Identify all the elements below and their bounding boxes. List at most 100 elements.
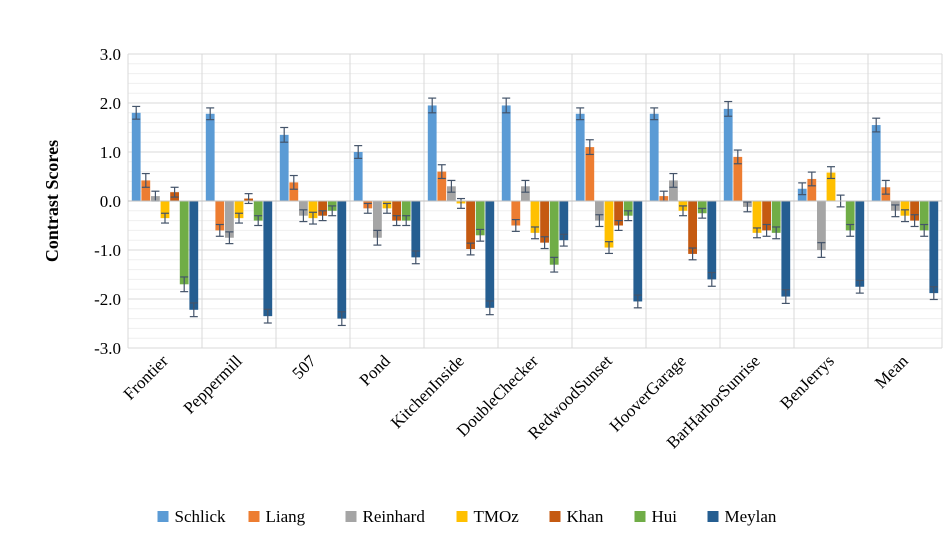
error-bar [328,205,337,217]
error-bar [263,308,272,324]
error-bar [206,107,215,121]
bar-tmoz-barharborsunrise [752,201,762,233]
error-bar [772,226,781,240]
error-bar [289,174,298,190]
error-bar [428,97,437,114]
error-bar [798,182,807,196]
error-bar [383,202,391,214]
error-bar [309,211,317,225]
y-tick-label: 1.0 [100,143,121,162]
bar-meylan-benjerrys [855,201,865,287]
bar-meylan-kitcheninside [485,201,495,308]
error-bar [901,209,909,223]
error-bar [363,202,372,214]
bar-meylan-peppermill [263,201,273,317]
bar-liang-frontier [141,180,151,201]
legend-label: Schlick [175,507,226,526]
bar-schlick-mean [871,125,881,201]
legend-label: Hui [652,507,678,526]
bar-khan-pond [392,201,401,221]
bar-meylan-frontier [189,201,199,310]
bar-khan-kitcheninside [466,201,475,250]
bar-tmoz-redwoodsunset [604,201,614,248]
error-bar [235,212,243,224]
bar-tmoz-benjerrys [826,172,836,201]
bar-reinhard-doublechecker [521,186,530,201]
legend-swatch [157,511,169,522]
error-bar [392,215,401,227]
error-bar [733,149,742,165]
error-bar [762,223,771,237]
error-bar [624,210,633,222]
error-bar [743,201,752,213]
bar-schlick-kitcheninside [427,105,437,201]
bar-liang-peppermill [215,201,225,231]
legend-item-liang: Liang [248,507,306,526]
legend-swatch [456,511,468,522]
bar-tmoz-frontier [160,201,170,219]
error-bar [920,223,929,237]
bar-meylan-507 [337,201,347,319]
error-bar [502,97,511,114]
y-tick-label: 0.0 [100,192,121,211]
bar-reinhard-hoovergarage [669,180,678,201]
x-category-label: Pond [356,351,395,390]
error-bar [707,271,716,287]
error-bar [688,247,697,261]
bar-schlick-507 [279,134,289,201]
y-tick-label: 3.0 [100,45,121,64]
bar-reinhard-benjerrys [817,201,826,250]
legend-item-khan: Khan [549,507,604,526]
bar-liang-benjerrys [807,178,817,201]
error-bar [559,233,568,247]
error-bar [466,242,475,256]
bar-hui-hoovergarage [697,201,707,214]
error-bar [170,186,179,198]
bar-khan-507 [318,201,327,216]
y-tick-label: -3.0 [94,339,121,358]
legend-label: TMOz [474,507,520,526]
bar-meylan-redwoodsunset [633,201,643,302]
bar-hui-kitcheninside [475,201,485,236]
error-bar [132,105,141,120]
x-category-label: 507 [288,351,320,383]
legend-item-tmoz: TMOz [456,507,520,526]
bar-meylan-hoovergarage [707,201,717,280]
x-category-label: HooverGarage [606,351,690,435]
error-bar [679,205,687,217]
error-bar [595,214,604,228]
bar-hui-redwoodsunset [623,201,633,216]
error-bar [872,117,881,133]
error-bar [585,139,594,156]
error-bar [161,212,169,224]
error-bar [180,276,189,293]
bar-hui-frontier [179,201,189,285]
legend-swatch [345,511,357,522]
error-bar [437,164,446,180]
error-bar [521,179,530,193]
error-bar [817,242,826,258]
error-bar [781,289,790,305]
error-bar [650,107,659,121]
error-bar [550,256,559,273]
error-bar [244,193,253,205]
error-bar [540,236,549,250]
bar-khan-mean [910,201,919,221]
error-bar [724,100,733,117]
error-bar [910,214,919,228]
error-bar [447,179,456,193]
legend-swatch [707,511,719,522]
bar-schlick-hoovergarage [649,113,659,201]
bar-meylan-pond [411,201,421,258]
error-bar [669,172,678,188]
error-bar [373,229,382,246]
x-category-label: Frontier [120,351,172,403]
error-bar [855,279,864,294]
bar-tmoz-mean [900,201,910,216]
error-bar [411,250,420,265]
legend-label: Reinhard [363,507,426,526]
bar-reinhard-507 [299,201,308,216]
error-bar [827,166,835,180]
error-bar [337,311,346,327]
error-bar [189,302,198,318]
